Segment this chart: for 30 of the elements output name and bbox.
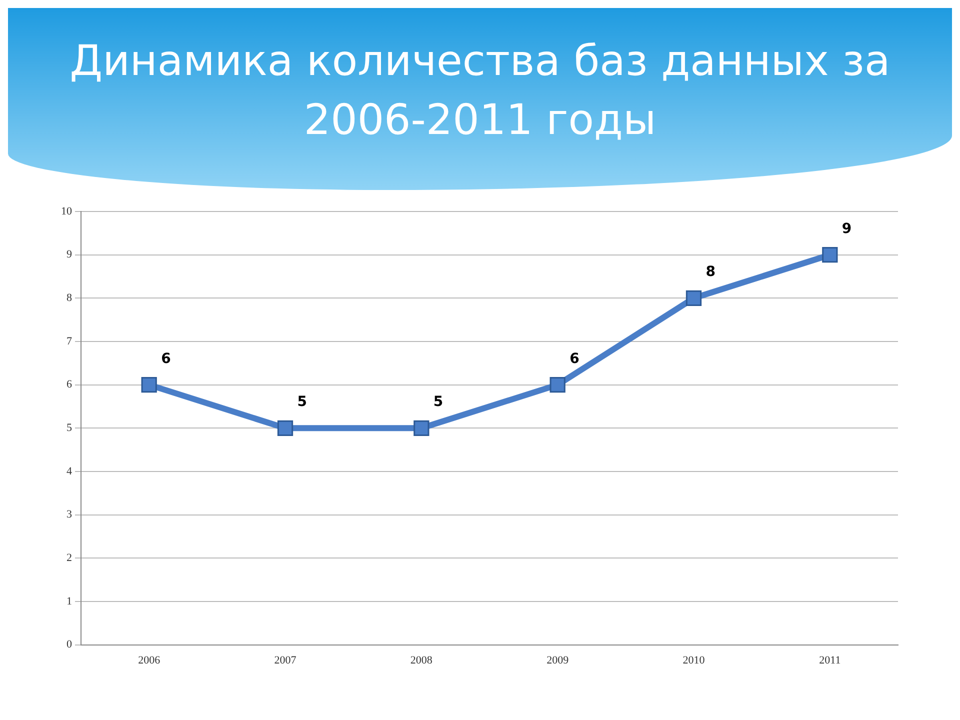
x-tick-label: 2010 xyxy=(682,654,706,666)
x-tick-label: 2008 xyxy=(410,654,433,666)
y-tick-label: 1 xyxy=(66,594,72,607)
data-label: 6 xyxy=(570,350,580,366)
chart-title: Динамика количества баз данных за 2006-2011 годы xyxy=(68,35,892,146)
y-tick-label: 6 xyxy=(66,378,72,390)
point xyxy=(277,420,294,436)
point xyxy=(686,290,702,306)
data-label: 9 xyxy=(842,220,852,236)
point xyxy=(550,376,566,392)
y-tick-label: 2 xyxy=(66,552,72,564)
point xyxy=(414,420,430,436)
point xyxy=(141,376,157,392)
x-tick-label: 2007 xyxy=(274,654,297,666)
x-tick-label: 2011 xyxy=(819,654,841,666)
y-tick-label: 0 xyxy=(66,638,72,650)
y-tick-label: 5 xyxy=(66,422,72,434)
data-label: 8 xyxy=(706,264,716,280)
y-tick-label: 10 xyxy=(61,204,72,217)
y-tick-label: 9 xyxy=(66,248,72,260)
data-label: 5 xyxy=(433,394,444,410)
y-tick-label: 4 xyxy=(66,464,72,477)
x-tick-label: 2009 xyxy=(546,654,570,666)
y-tick-label: 3 xyxy=(66,508,72,520)
x-tick-label: 2006 xyxy=(138,654,161,666)
point xyxy=(822,246,838,262)
y-tick-label: 8 xyxy=(66,292,72,304)
data-label: 5 xyxy=(297,394,307,410)
data-label: 6 xyxy=(161,350,171,366)
y-tick-label: 7 xyxy=(66,334,72,347)
